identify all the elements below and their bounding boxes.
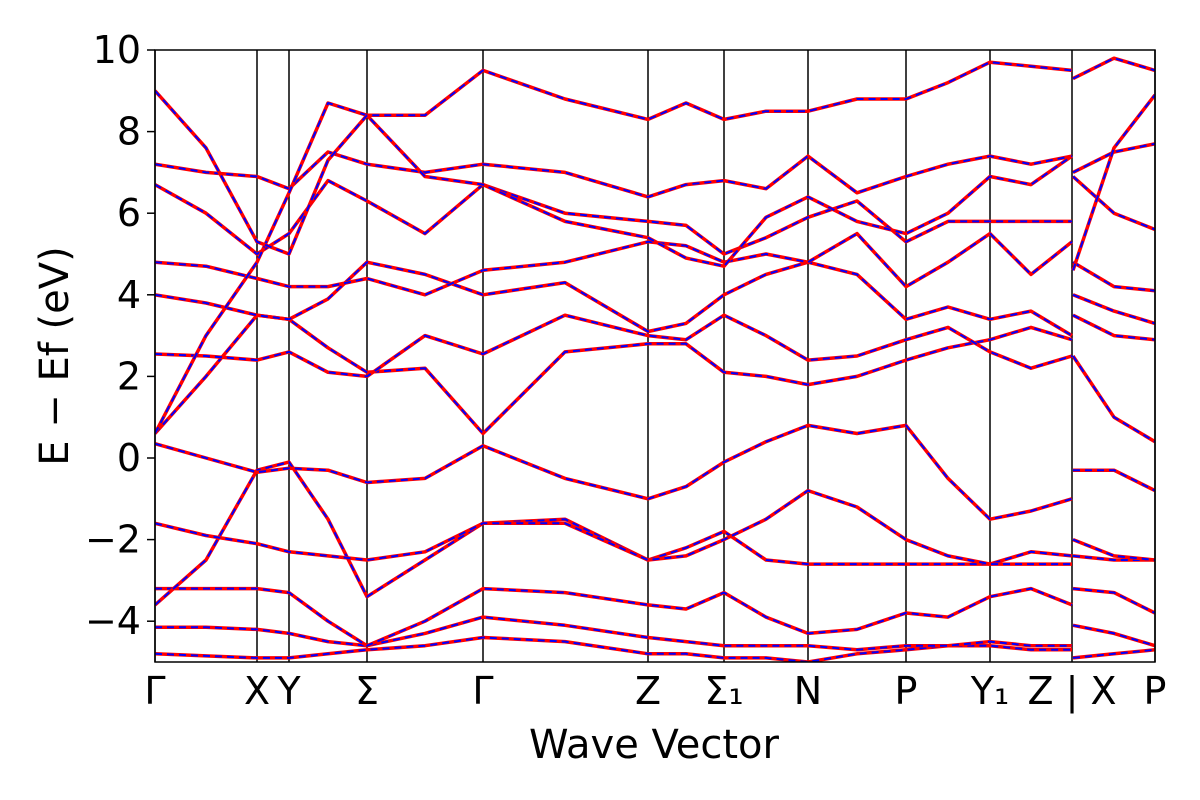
x-tick-label: Σ₁ xyxy=(704,669,743,713)
band-line xyxy=(155,635,1155,662)
x-tick-label: Y₁ xyxy=(970,669,1009,713)
band-line xyxy=(155,488,1155,566)
x-axis-label: Wave Vector xyxy=(529,722,780,768)
band-line xyxy=(155,461,1155,606)
y-tick-label: 2 xyxy=(117,354,141,398)
x-tick-label: P xyxy=(1144,669,1167,713)
x-tick-label: Γ xyxy=(472,669,493,713)
x-tick-label: P xyxy=(895,669,918,713)
bands xyxy=(155,56,1155,662)
y-axis-label: E − Ef (eV) xyxy=(32,246,78,465)
x-tick-label: Y xyxy=(276,669,301,713)
band-line xyxy=(155,587,1155,647)
band-line xyxy=(155,616,1155,651)
y-tick-label: 4 xyxy=(117,273,141,317)
band-line xyxy=(155,423,1155,521)
x-tick-label: N xyxy=(794,669,822,713)
band-line xyxy=(155,460,1155,607)
band-line xyxy=(155,261,1155,337)
band-line xyxy=(155,313,1155,379)
y-tick-label: 8 xyxy=(117,110,141,154)
band-line xyxy=(155,615,1155,652)
band-line xyxy=(155,232,1155,296)
band-line xyxy=(155,94,1155,434)
x-tick-label: Σ xyxy=(355,669,379,713)
band-line xyxy=(155,260,1155,338)
band-line xyxy=(155,424,1155,521)
x-tick-label: Γ xyxy=(144,669,165,713)
band-line xyxy=(155,314,1155,443)
band-line xyxy=(155,489,1155,566)
band-line xyxy=(155,57,1155,255)
band-line xyxy=(155,314,1155,378)
x-tick-label: X xyxy=(244,669,270,713)
x-tick-label: Z xyxy=(635,669,661,713)
band-line xyxy=(155,636,1155,662)
y-tick-label: 6 xyxy=(117,191,141,235)
band-line xyxy=(155,175,1155,255)
y-tick-label: 0 xyxy=(117,436,141,480)
x-tick-label: Z | X xyxy=(1027,669,1116,714)
plot-frame xyxy=(154,49,1156,663)
y-tick-label: −4 xyxy=(85,599,141,643)
y-tick-label: −2 xyxy=(85,518,141,562)
band-line xyxy=(155,142,1155,198)
band-line xyxy=(155,93,1155,435)
y-tick-label: 10 xyxy=(93,28,141,72)
